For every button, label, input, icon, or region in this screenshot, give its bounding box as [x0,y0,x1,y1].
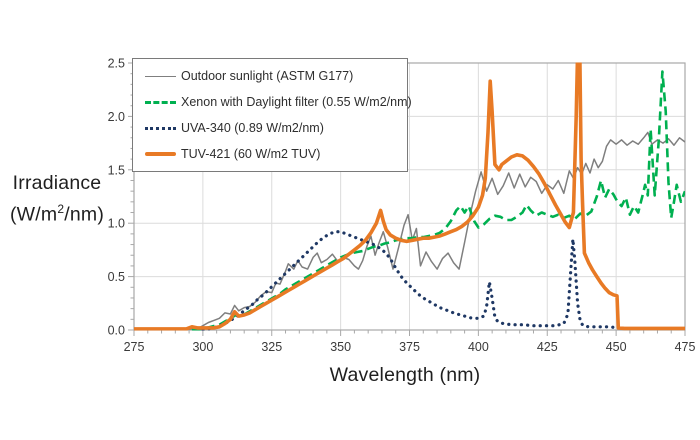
tuv-solid-line-icon [145,152,176,156]
legend-label-uva: UVA-340 (0.89 W/m2/nm) [181,121,324,135]
svg-text:275: 275 [124,340,145,354]
y-axis-title: Irradiance (W/m2/nm) [0,170,114,228]
uva-dotted-line-icon [145,126,176,130]
legend-label-sunlight: Outdoor sunlight (ASTM G177) [181,69,354,83]
series-group [134,62,685,331]
series-sunlight [183,131,685,331]
svg-text:0.0: 0.0 [108,324,125,338]
sunlight-line-icon [145,75,176,77]
legend-item-xenon: Xenon with Daylight filter (0.55 W/m2/nm… [145,91,412,113]
x-axis-title: Wavelength (nm) [329,364,481,386]
svg-text:2.0: 2.0 [108,110,125,124]
x-tick-labels: 275 300 325 350 375 400 425 450 475 [124,340,696,354]
svg-text:375: 375 [399,340,420,354]
svg-text:1.5: 1.5 [108,163,125,177]
series-uva [201,230,618,331]
series-xenon [191,70,685,331]
legend-label-xenon: Xenon with Daylight filter (0.55 W/m2/nm… [181,95,412,109]
legend: Outdoor sunlight (ASTM G177) Xenon with … [132,58,412,172]
svg-text:300: 300 [192,340,213,354]
xenon-dashed-line-icon [145,100,176,104]
svg-text:400: 400 [468,340,489,354]
svg-text:2.5: 2.5 [108,57,125,71]
legend-label-tuv: TUV-421 (60 W/m2 TUV) [181,147,321,161]
y-tick-labels: 0.0 0.5 1.0 1.5 2.0 2.5 [108,57,125,338]
svg-text:450: 450 [606,340,627,354]
legend-item-tuv: TUV-421 (60 W/m2 TUV) [145,143,407,165]
series-tuv [134,62,685,331]
y-axis-title-line1: Irradiance [12,172,102,194]
svg-text:475: 475 [675,340,696,354]
svg-text:425: 425 [537,340,558,354]
svg-text:0.5: 0.5 [108,270,125,284]
legend-item-uva: UVA-340 (0.89 W/m2/nm) [145,117,407,139]
svg-text:1.0: 1.0 [108,217,125,231]
y-axis-title-line2: (W/m2/nm) [9,202,105,226]
plot-frame [133,62,686,331]
svg-text:350: 350 [330,340,351,354]
legend-item-sunlight: Outdoor sunlight (ASTM G177) [145,65,407,87]
svg-text:325: 325 [261,340,282,354]
